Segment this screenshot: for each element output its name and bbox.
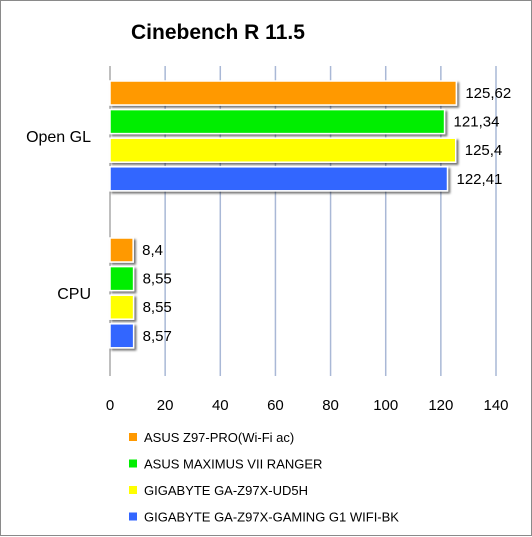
data-labels: 125,62 121,34 125,4 122,41 8,4 8,55 8,55 8,57 — [142, 85, 511, 345]
legend-label: GIGABYTE GA-Z97X-GAMING G1 WIFI-BK — [144, 510, 399, 525]
bar — [109, 137, 457, 163]
bar — [109, 323, 135, 349]
bar — [109, 166, 449, 192]
data-label: 121,34 — [454, 114, 500, 131]
data-label: 122,41 — [457, 171, 503, 188]
bar — [109, 108, 446, 135]
legend-label: ASUS Z97-PRO(Wi-Fi ac) — [144, 430, 294, 445]
data-label: 8,55 — [143, 271, 172, 288]
bar — [109, 80, 458, 106]
legend-label: GIGABYTE GA-Z97X-UD5H — [144, 483, 308, 498]
tick-label: 80 — [322, 397, 339, 414]
legend-swatch — [129, 459, 137, 468]
bar — [109, 294, 135, 320]
data-label: 8,57 — [143, 328, 172, 345]
tick-label: 140 — [483, 397, 508, 414]
x-axis-ticks: 0 20 40 60 80 100 120 140 — [106, 397, 509, 414]
data-label: 125,62 — [465, 85, 511, 102]
data-label: 8,4 — [142, 242, 163, 259]
legend-swatch — [129, 486, 137, 494]
tick-label: 120 — [428, 397, 453, 414]
bars — [109, 80, 458, 349]
legend-swatch — [129, 512, 137, 521]
legend: ASUS Z97-PRO(Wi-Fi ac) ASUS MAXIMUS VII R… — [129, 430, 399, 525]
tick-label: 40 — [212, 397, 229, 414]
tick-label: 60 — [267, 397, 284, 414]
data-label: 8,55 — [143, 299, 172, 316]
tick-label: 100 — [373, 397, 398, 414]
category-labels: Open GL CPU — [26, 129, 91, 303]
legend-label: ASUS MAXIMUS VII RANGER — [144, 457, 322, 472]
data-label: 125,4 — [465, 142, 503, 159]
category-label: CPU — [57, 286, 91, 303]
legend-swatch — [129, 433, 137, 441]
chart-title: Cinebench R 11.5 — [131, 21, 305, 44]
tick-label: 0 — [106, 397, 114, 414]
bar — [109, 265, 135, 292]
bar — [109, 237, 134, 263]
tick-label: 20 — [157, 397, 174, 414]
category-label: Open GL — [26, 129, 91, 146]
